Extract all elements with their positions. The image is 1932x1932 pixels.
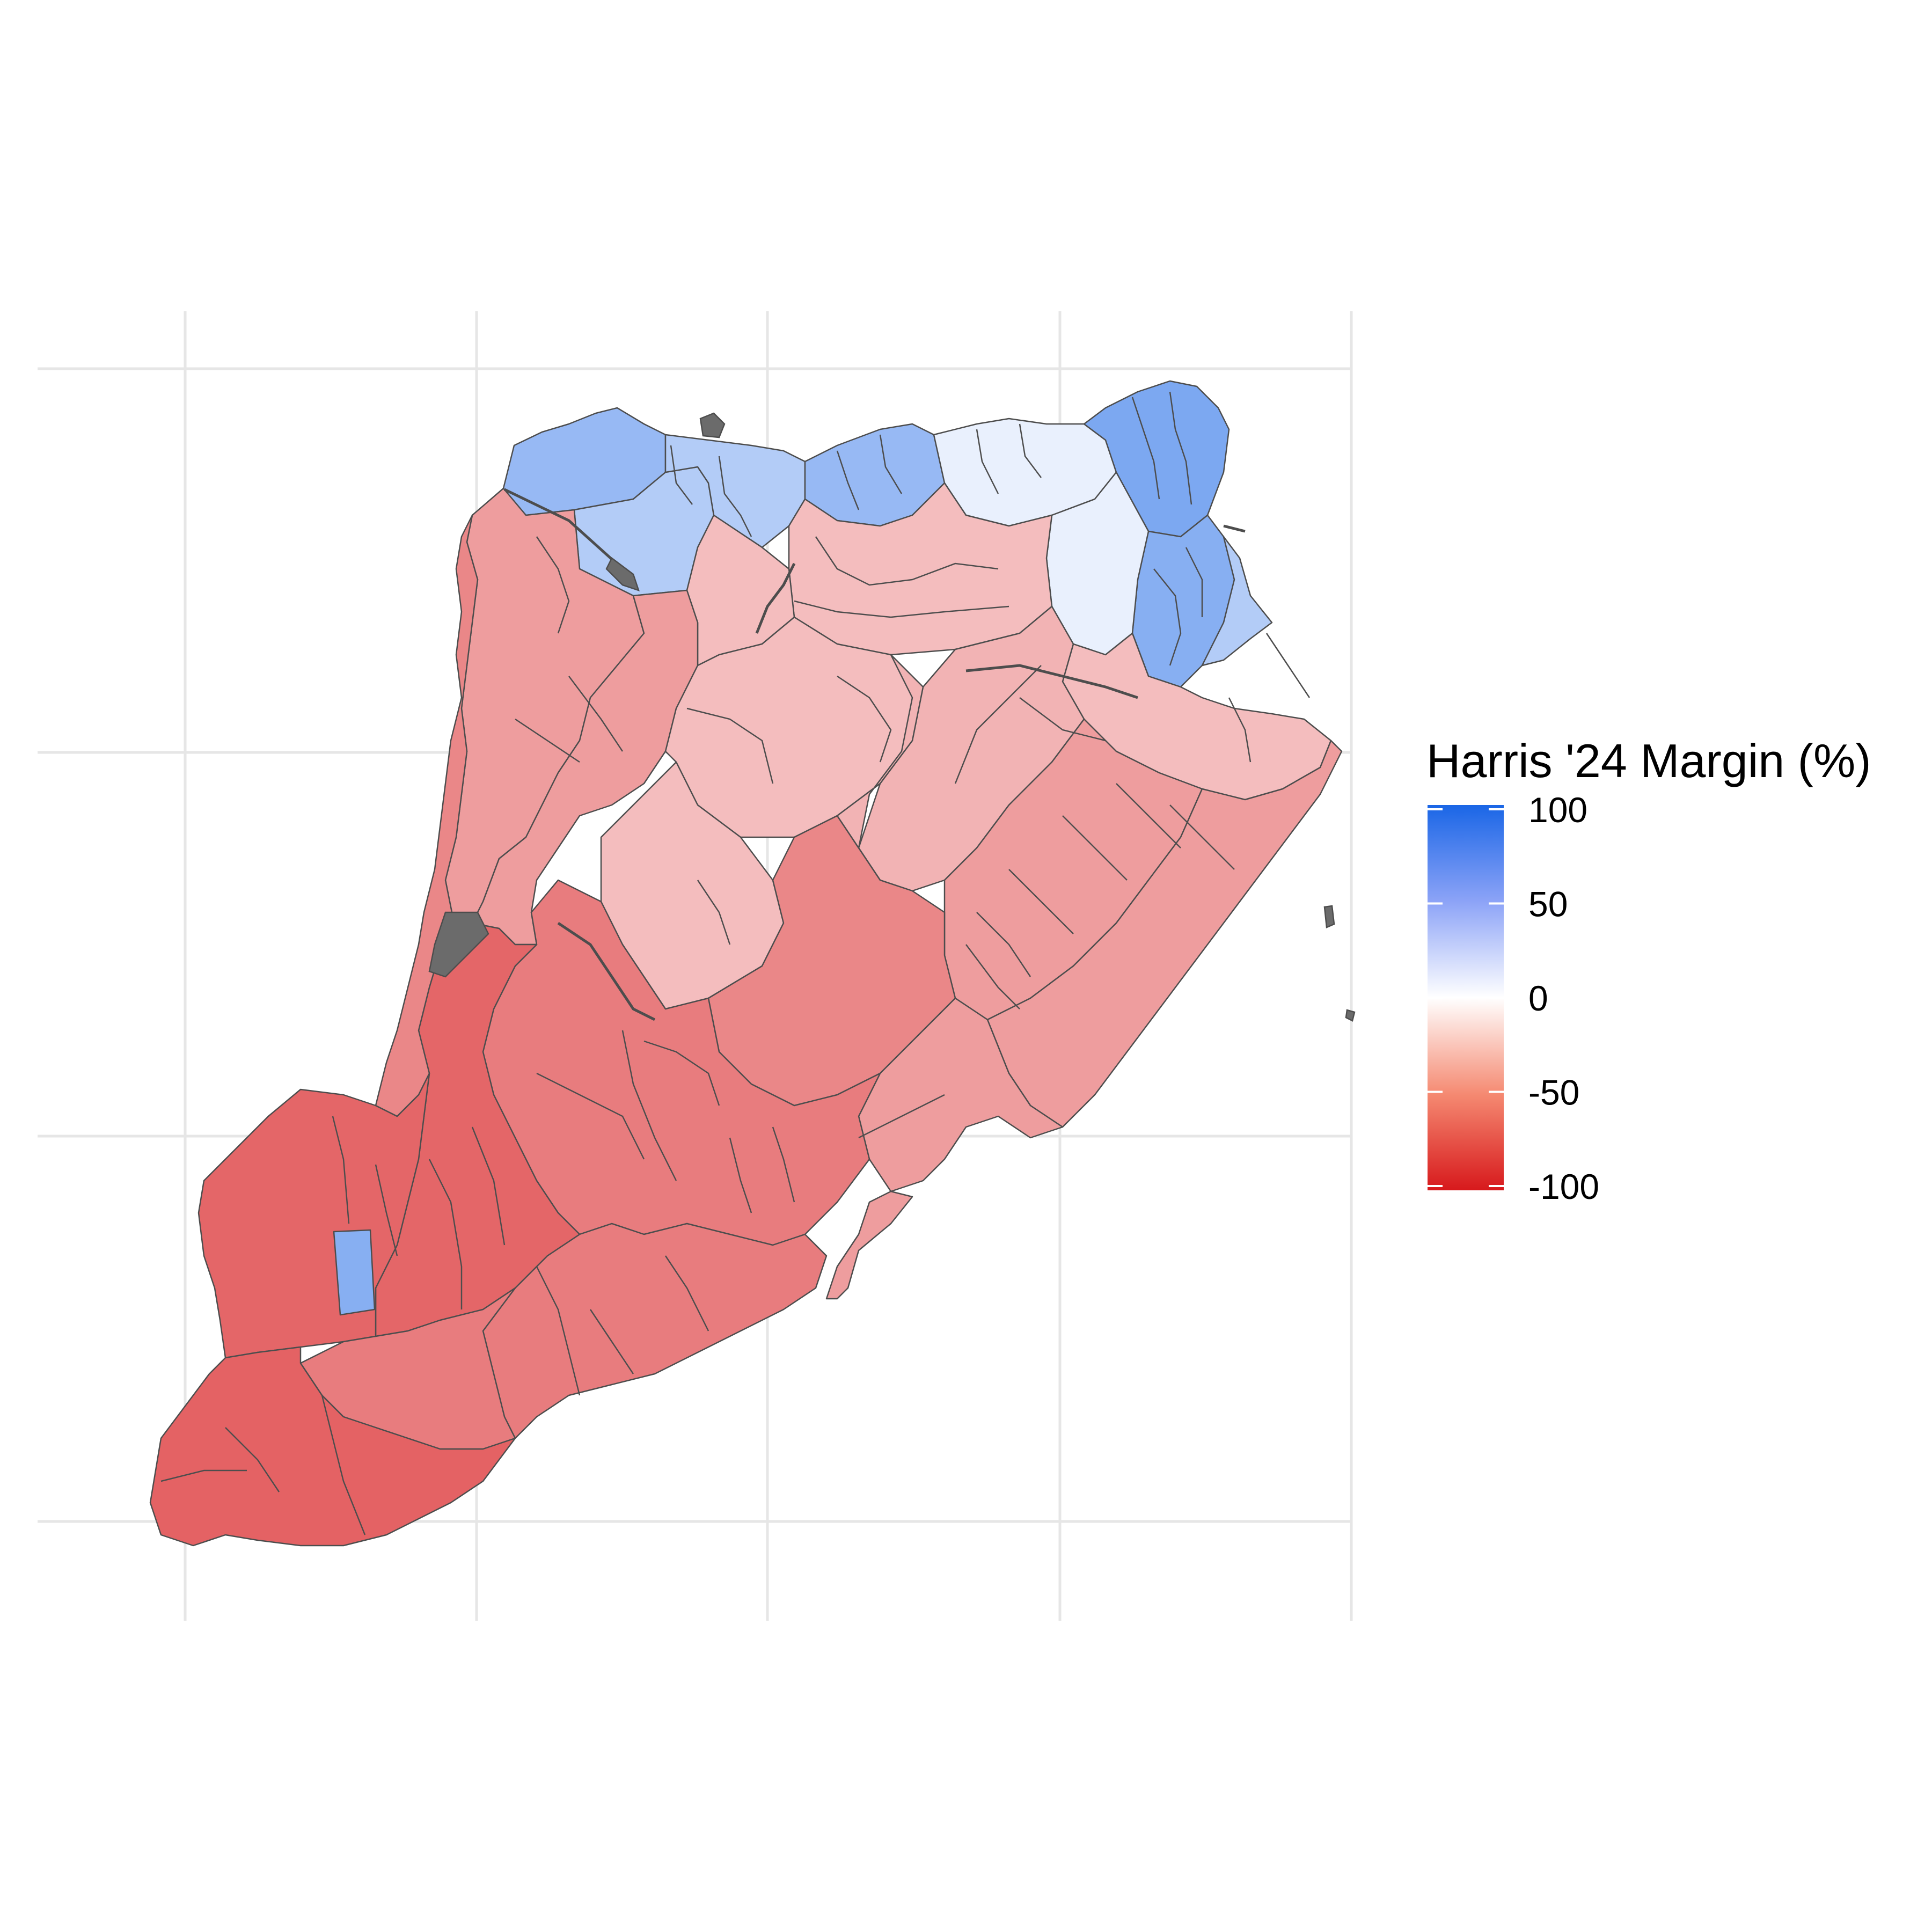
waterway-lines [503,488,1246,1021]
precinct-blue-south [333,1229,376,1316]
precinct-tottenville [149,1346,516,1547]
legend-tick-label: -50 [1528,1073,1579,1113]
missing-data-fresh-kills-edge [605,557,640,591]
legend-tick-label: 100 [1528,790,1587,830]
legend-tick-label: 0 [1528,978,1548,1018]
precinct-oakwood [858,997,1064,1192]
legend-title: Harris '24 Margin (%) [1426,734,1871,787]
precinct-midland-beach [986,740,1343,1128]
legend-tick-label: -100 [1528,1167,1599,1206]
precinct-great-kills-park [825,1190,913,1300]
precinct-sunnyside [836,654,924,849]
missing-data-swinburne-island [1345,1009,1356,1022]
legend: Harris '24 Margin (%) 100 50 0 -50 -100 [1426,734,1871,1206]
missing-data-arthur-kill [428,911,489,978]
missing-data-island-north [699,412,726,438]
precinct-polygons [149,380,1343,1547]
precinct-boundaries [160,391,1311,1535]
legend-tick-label: 50 [1528,884,1568,924]
missing-data-hoffman-island [1323,905,1335,928]
precinct-stapleton [1201,536,1273,667]
legend-ticks: 100 50 0 -50 -100 [1428,790,1599,1206]
precinct-west-shore [375,514,479,1117]
missing-data-areas [428,412,1356,1022]
